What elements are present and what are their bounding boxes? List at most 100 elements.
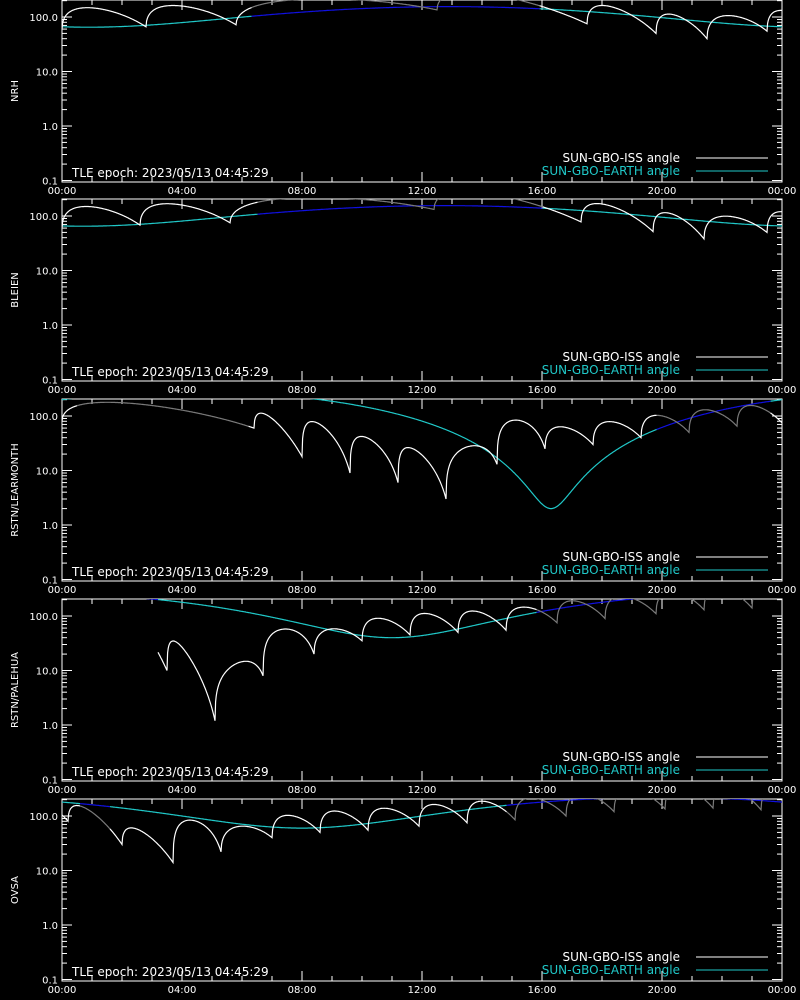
iss-angle-line bbox=[62, 804, 81, 823]
x-tick-label: 04:00 bbox=[168, 585, 197, 596]
iss-angle-line bbox=[62, 4, 252, 30]
y-axis-label: RSTN/PALEHUA bbox=[10, 652, 21, 728]
x-tick-label: 00:00 bbox=[48, 985, 77, 996]
x-tick-label: 08:00 bbox=[288, 585, 317, 596]
x-tick-label: 04:00 bbox=[168, 385, 197, 396]
y-tick-label: 1.0 bbox=[42, 521, 58, 532]
y-tick-label: 0.1 bbox=[42, 976, 58, 987]
earth-angle-line bbox=[157, 599, 537, 639]
legend-label: SUN-GBO-EARTH angle bbox=[542, 963, 680, 977]
x-tick-label: 16:00 bbox=[528, 985, 557, 996]
panel-4: 0.1 1.0 10.0 100.0 00:00 04:00 08:00 12:00 16:00… bbox=[10, 798, 797, 996]
iss-angle-line bbox=[542, 203, 782, 241]
x-tick-label: 00:00 bbox=[768, 985, 797, 996]
earth-angle-line bbox=[251, 5, 540, 17]
iss-angle-line bbox=[157, 606, 537, 721]
iss-angle-line bbox=[536, 599, 754, 625]
x-tick-label: 20:00 bbox=[648, 585, 677, 596]
iss-angle-line bbox=[656, 404, 771, 434]
y-tick-label: 100.0 bbox=[29, 412, 58, 423]
earth-angle-line bbox=[62, 801, 80, 805]
legend-label: SUN-GBO-ISS angle bbox=[563, 350, 680, 364]
x-tick-label: 00:00 bbox=[768, 385, 797, 396]
earth-angle-line bbox=[542, 207, 782, 227]
x-tick-label: 08:00 bbox=[288, 186, 317, 197]
y-tick-label: 100.0 bbox=[29, 812, 58, 823]
y-tick-label: 1.0 bbox=[42, 721, 58, 732]
earth-angle-line bbox=[770, 399, 782, 402]
x-tick-label: 20:00 bbox=[648, 385, 677, 396]
panel-3: 0.1 1.0 10.0 100.0 00:00 04:00 08:00 12:00 16:00… bbox=[10, 598, 797, 796]
y-tick-label: 10.0 bbox=[36, 68, 58, 79]
earth-angle-line bbox=[539, 8, 782, 28]
y-axis-label: NRH bbox=[10, 80, 21, 102]
earth-angle-line bbox=[656, 400, 771, 431]
y-tick-label: 10.0 bbox=[36, 267, 58, 278]
iss-angle-line bbox=[539, 4, 782, 41]
x-tick-label: 04:00 bbox=[168, 985, 197, 996]
x-tick-label: 04:00 bbox=[168, 186, 197, 197]
iss-angle-line bbox=[770, 412, 782, 424]
legend-label: SUN-GBO-ISS angle bbox=[563, 151, 680, 165]
panel-2: 0.1 1.0 10.0 100.0 00:00 04:00 08:00 12:00 16:00… bbox=[10, 392, 797, 596]
earth-angle-line bbox=[62, 399, 73, 401]
x-tick-label: 12:00 bbox=[408, 985, 437, 996]
legend-label: SUN-GBO-EARTH angle bbox=[542, 363, 680, 377]
x-tick-label: 20:00 bbox=[648, 186, 677, 197]
x-tick-label: 16:00 bbox=[528, 785, 557, 796]
earth-angle-line bbox=[62, 15, 252, 28]
tle-epoch-label: TLE epoch: 2023/05/13 04:45:29 bbox=[71, 965, 269, 979]
y-tick-label: 1.0 bbox=[42, 921, 58, 932]
iss-angle-line bbox=[62, 201, 258, 229]
tle-epoch-label: TLE epoch: 2023/05/13 04:45:29 bbox=[71, 365, 269, 379]
tle-epoch-label: TLE epoch: 2023/05/13 04:45:29 bbox=[71, 565, 269, 579]
y-tick-label: 0.1 bbox=[42, 776, 58, 787]
panel-0: 0.1 1.0 10.0 100.0 00:00 04:00 08:00 12:00 16:00… bbox=[10, 0, 796, 197]
iss-angle-line bbox=[251, 0, 540, 11]
x-tick-label: 00:00 bbox=[768, 785, 797, 796]
x-tick-label: 08:00 bbox=[288, 385, 317, 396]
y-tick-label: 0.1 bbox=[42, 177, 58, 188]
x-tick-label: 08:00 bbox=[288, 985, 317, 996]
x-tick-label: 20:00 bbox=[648, 785, 677, 796]
x-tick-label: 00:00 bbox=[768, 585, 797, 596]
x-tick-label: 04:00 bbox=[168, 785, 197, 796]
x-tick-label: 20:00 bbox=[648, 985, 677, 996]
curves bbox=[62, 392, 782, 510]
x-tick-label: 00:00 bbox=[48, 186, 77, 197]
legend-label: SUN-GBO-EARTH angle bbox=[542, 164, 680, 178]
x-tick-label: 00:00 bbox=[768, 186, 797, 197]
x-tick-label: 16:00 bbox=[528, 385, 557, 396]
curves bbox=[62, 0, 782, 41]
earth-angle-line bbox=[62, 213, 258, 227]
x-tick-label: 12:00 bbox=[408, 385, 437, 396]
x-tick-label: 00:00 bbox=[48, 585, 77, 596]
y-axis-label: RSTN/LEARMONTH bbox=[10, 443, 21, 537]
x-tick-label: 00:00 bbox=[48, 785, 77, 796]
earth-angle-line bbox=[79, 803, 111, 808]
earth-angle-line bbox=[257, 205, 543, 215]
curves bbox=[145, 599, 754, 721]
y-tick-label: 10.0 bbox=[36, 667, 58, 678]
earth-angle-line bbox=[536, 599, 639, 613]
y-tick-label: 100.0 bbox=[29, 13, 58, 24]
y-tick-label: 10.0 bbox=[36, 467, 58, 478]
iss-angle-line bbox=[109, 800, 507, 865]
iss-angle-line bbox=[79, 805, 111, 830]
y-tick-label: 0.1 bbox=[42, 576, 58, 587]
iss-angle-line bbox=[76, 401, 249, 427]
x-tick-label: 00:00 bbox=[48, 385, 77, 396]
earth-angle-line bbox=[77, 392, 249, 398]
earth-angle-line bbox=[309, 399, 657, 510]
y-axis-label: BLEIEN bbox=[10, 272, 21, 308]
tle-epoch-label: TLE epoch: 2023/05/13 04:45:29 bbox=[71, 765, 269, 779]
y-tick-label: 1.0 bbox=[42, 321, 58, 332]
x-tick-label: 16:00 bbox=[528, 585, 557, 596]
legend-label: SUN-GBO-EARTH angle bbox=[542, 563, 680, 577]
tle-epoch-label: TLE epoch: 2023/05/13 04:45:29 bbox=[71, 166, 269, 180]
y-axis-label: OVSA bbox=[10, 876, 21, 904]
legend-label: SUN-GBO-EARTH angle bbox=[542, 763, 680, 777]
y-tick-label: 1.0 bbox=[42, 122, 58, 133]
iss-angle-line bbox=[506, 799, 763, 822]
